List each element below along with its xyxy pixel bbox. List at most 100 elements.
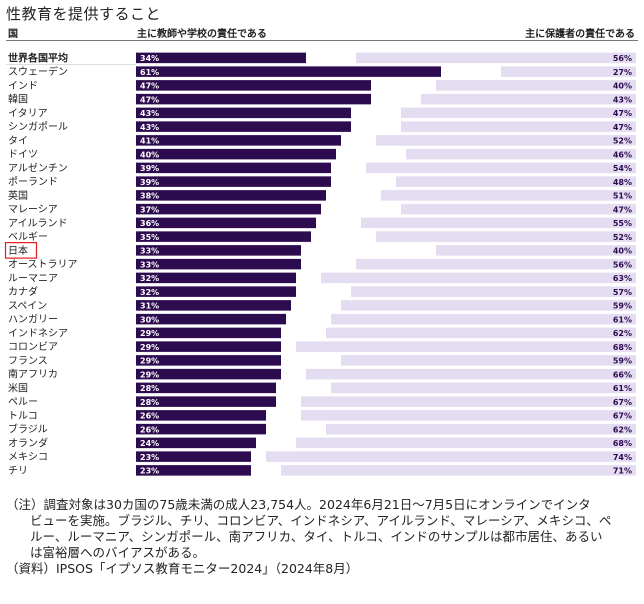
parent-bar — [436, 80, 636, 91]
school-bar — [136, 313, 286, 325]
country-label: スウェーデン — [8, 65, 68, 78]
school-bar — [136, 93, 371, 105]
school-bar — [136, 148, 336, 160]
parent-bar — [401, 203, 636, 215]
header-divider — [6, 40, 638, 41]
country-label: ペルー — [8, 397, 38, 408]
parent-bar — [281, 465, 636, 476]
school-series-header: 主に教師や学校の責任である — [137, 29, 267, 40]
country-label: シンガポール — [8, 121, 68, 133]
parent-value-label: 68% — [613, 343, 632, 352]
school-bar — [136, 272, 296, 284]
school-bar — [136, 258, 301, 270]
parent-bar — [331, 382, 636, 394]
school-value-label: 61% — [140, 68, 159, 77]
school-bar — [136, 355, 281, 366]
school-bar — [136, 368, 281, 380]
school-value-label: 23% — [140, 467, 159, 476]
country-column-header: 国 — [8, 29, 18, 40]
school-value-label: 47% — [140, 82, 159, 91]
school-value-label: 37% — [140, 205, 159, 214]
school-bar — [136, 423, 266, 435]
parent-bar — [301, 396, 636, 407]
school-value-label: 29% — [140, 370, 159, 379]
school-value-label: 29% — [140, 343, 159, 352]
parent-value-label: 59% — [613, 302, 632, 311]
parent-bar — [436, 245, 636, 256]
parent-bar — [296, 437, 636, 449]
parent-bar — [366, 162, 636, 174]
chart-title: 性教育を提供すること — [6, 5, 162, 23]
country-label: ルーマニア — [8, 273, 58, 284]
parent-value-label: 47% — [613, 109, 632, 118]
note-line: ルー、ルーマニア、シンガポール、南アフリカ、タイ、トルコ、インドのサンプルは都市… — [30, 529, 603, 544]
parent-bar — [356, 258, 636, 270]
notes: （注）調査対象は30カ国の75歳未満の成人23,754人。2024年6月21日～… — [6, 497, 636, 577]
country-label: アイルランド — [8, 217, 68, 229]
parent-bar — [301, 410, 636, 421]
parent-value-label: 68% — [613, 439, 632, 448]
country-label: フランス — [8, 355, 48, 367]
parent-value-label: 74% — [613, 453, 632, 462]
school-bar — [136, 107, 351, 119]
parent-value-label: 66% — [613, 370, 632, 379]
country-label: インドネシア — [8, 327, 68, 339]
school-value-label: 24% — [140, 439, 159, 448]
school-value-label: 38% — [140, 192, 159, 201]
school-bar — [136, 231, 311, 242]
country-label: 世界各国平均 — [8, 51, 68, 64]
parent-bar — [331, 313, 636, 325]
school-bar — [136, 80, 371, 91]
parent-value-label: 51% — [613, 192, 632, 201]
parent-value-label: 47% — [613, 123, 632, 132]
school-value-label: 43% — [140, 123, 159, 132]
school-bar — [136, 451, 251, 462]
country-label: ブラジル — [8, 423, 48, 436]
country-label: 日本 — [8, 244, 28, 257]
parent-value-label: 56% — [613, 54, 632, 63]
school-bar — [136, 135, 341, 146]
parent-bar — [341, 300, 636, 311]
school-bar — [136, 176, 331, 187]
school-bar — [136, 286, 296, 297]
parent-value-label: 52% — [613, 233, 632, 242]
parent-value-label: 61% — [613, 384, 632, 393]
parent-value-label: 71% — [613, 467, 632, 476]
country-label: スペイン — [8, 301, 47, 312]
country-label: ポーランド — [8, 176, 58, 188]
school-bar — [136, 52, 306, 64]
school-value-label: 35% — [140, 233, 159, 242]
country-label: 韓国 — [8, 94, 28, 106]
parent-value-label: 40% — [613, 247, 632, 256]
school-value-label: 31% — [140, 302, 159, 311]
school-value-label: 47% — [140, 95, 159, 104]
school-value-label: 30% — [140, 315, 159, 324]
country-label: コロンビア — [8, 341, 58, 353]
parent-bar — [376, 231, 636, 242]
diverging-bar-chart: 世界各国平均 34% 56% スウェーデン 61% 27% インド 47% 40% 韓国 47% 43… — [4, 51, 636, 477]
school-bar — [136, 203, 321, 215]
parent-bar — [296, 341, 636, 352]
country-label: ハンガリー — [8, 314, 58, 326]
school-value-label: 29% — [140, 357, 159, 366]
parent-value-label: 47% — [613, 205, 632, 214]
parent-value-label: 48% — [613, 178, 632, 187]
parent-bar — [341, 355, 636, 366]
parent-value-label: 46% — [613, 150, 632, 159]
source-note: （資料）IPSOS「イプソス教育モニター2024」（2024年8月） — [6, 561, 359, 576]
parent-value-label: 67% — [613, 398, 632, 407]
school-value-label: 43% — [140, 109, 159, 118]
parent-value-label: 55% — [613, 219, 632, 228]
parent-bar — [401, 107, 636, 119]
school-value-label: 36% — [140, 219, 159, 228]
school-bar — [136, 396, 276, 407]
country-label: アルゼンチン — [8, 162, 68, 174]
parent-bar — [396, 176, 636, 187]
school-bar — [136, 465, 251, 476]
parent-bar — [326, 423, 636, 435]
note-line: ビューを実施。ブラジル、チリ、コロンビア、インドネシア、アイルランド、マレーシア… — [30, 513, 612, 528]
school-bar — [136, 410, 266, 421]
country-label: メキシコ — [8, 452, 48, 463]
parent-bar — [361, 217, 636, 229]
parent-bar — [326, 327, 636, 339]
